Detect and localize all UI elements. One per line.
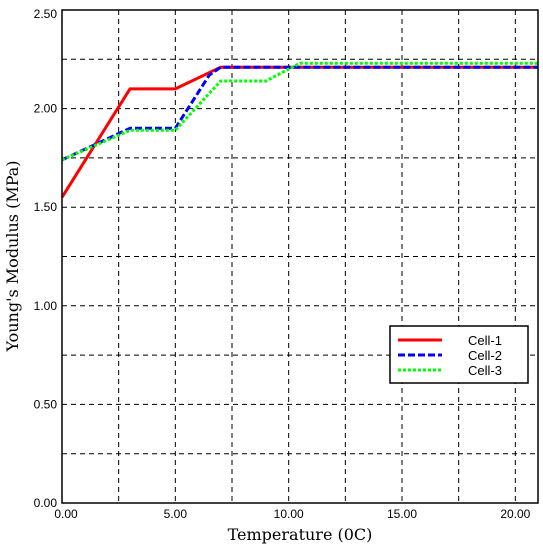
grid-lines xyxy=(62,10,538,503)
plot-frame xyxy=(61,9,539,504)
y-tick-label: 0.00 xyxy=(34,496,58,510)
y-tick-label: 0.50 xyxy=(34,397,58,411)
x-tick-label: 20.00 xyxy=(500,507,530,521)
legend-label-cell-1: Cell-1 xyxy=(468,333,502,348)
series-layer xyxy=(60,61,538,199)
legend-label-cell-3: Cell-3 xyxy=(468,363,502,378)
series-line-cell-2 xyxy=(61,65,538,162)
x-tick-label: 15.00 xyxy=(387,507,417,521)
x-tick-label: 10.00 xyxy=(274,507,304,521)
x-tick-label: 0.00 xyxy=(54,507,78,521)
y-axis-title: Young's Modulus (MPa) xyxy=(3,160,22,352)
x-axis-title: Temperature (0C) xyxy=(228,525,373,544)
tick-labels: 0.00 5.00 10.00 15.00 20.00 0.00 0.50 1.00 1.50 2… xyxy=(34,7,531,521)
series-line-cell-1 xyxy=(60,65,538,199)
x-tick-label: 5.00 xyxy=(164,507,188,521)
series-line-cell-3 xyxy=(61,61,538,162)
y-tick-label: 1.50 xyxy=(34,200,58,214)
y-tick-label: 2.50 xyxy=(34,7,58,21)
y-tick-label: 2.00 xyxy=(34,102,58,116)
y-tick-label: 1.00 xyxy=(34,299,58,313)
legend-label-cell-2: Cell-2 xyxy=(468,348,502,363)
